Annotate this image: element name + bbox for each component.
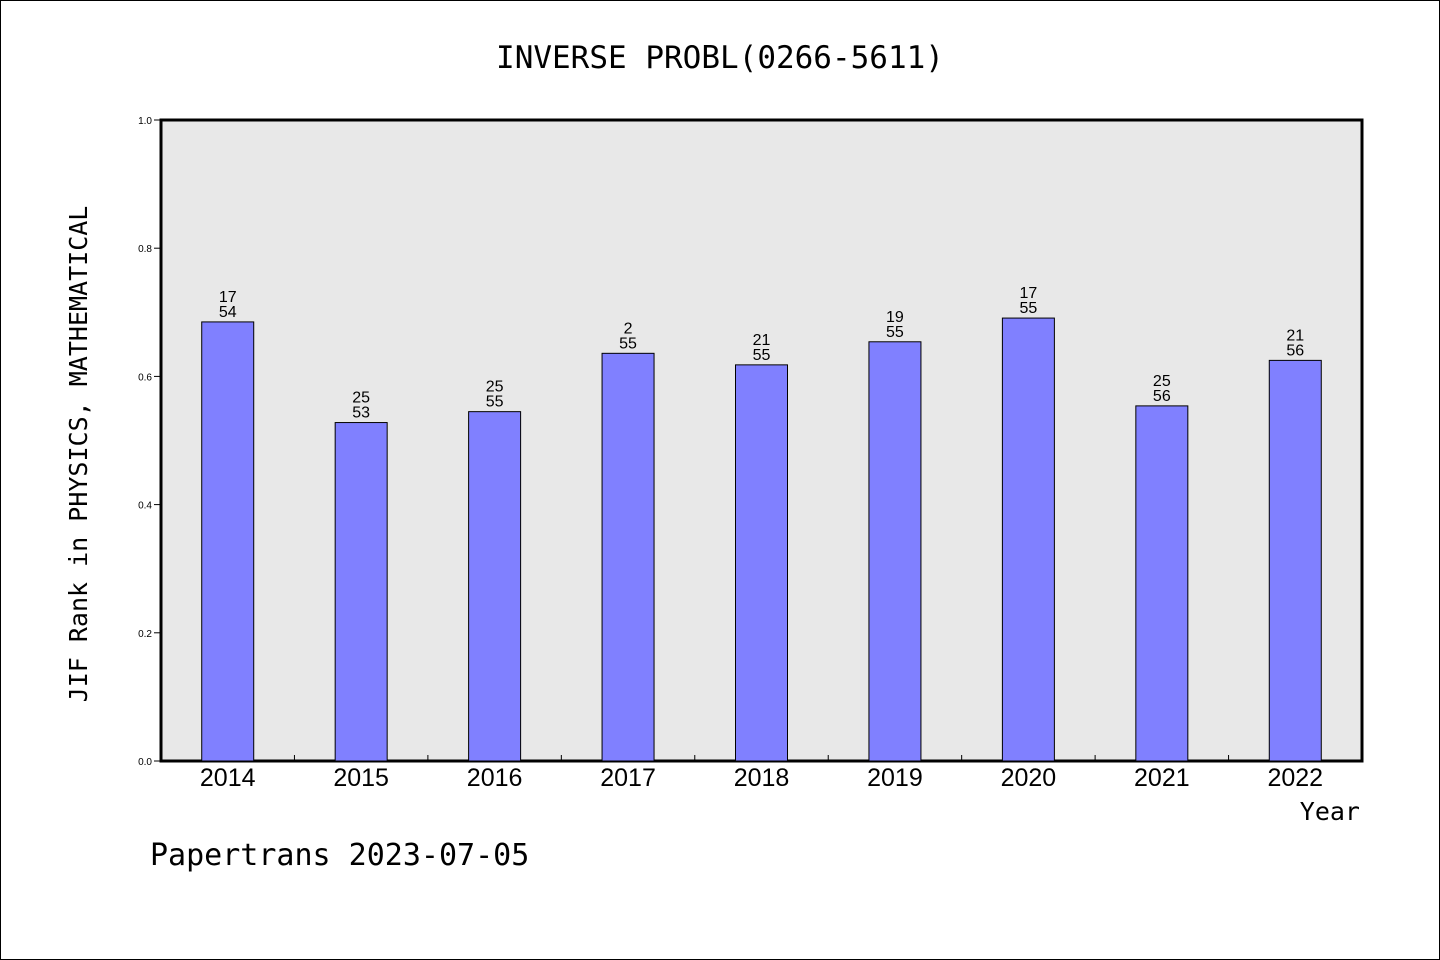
rank-label: 21 [753, 332, 771, 349]
total-label: 54 [219, 304, 237, 321]
x-tick-label: 2016 [467, 764, 523, 792]
x-tick-label: 2021 [1134, 764, 1190, 792]
rank-label: 21 [1286, 327, 1304, 344]
y-axis: 0.0 0.2 0.4 0.6 0.8 1.0 [138, 116, 161, 768]
bars-group [201, 317, 1322, 762]
bar-2015 [334, 422, 388, 762]
y-tick-label: 0.6 [138, 372, 152, 383]
y-tick-label: 0.8 [138, 244, 152, 255]
chart-title: INVERSE PROBL(0266-5611) [496, 40, 944, 76]
total-label: 55 [486, 394, 504, 411]
rank-label: 25 [352, 390, 370, 407]
bar-2020 [1001, 317, 1055, 762]
bar-2021 [1135, 405, 1189, 762]
x-axis-label: Year [1300, 797, 1360, 826]
x-tick-label: 2014 [200, 764, 256, 792]
y-tick-label: 1.0 [138, 116, 152, 127]
total-label: 55 [753, 347, 771, 364]
rank-label: 25 [1153, 373, 1171, 390]
bar-2016 [468, 411, 522, 762]
x-tick-label: 2017 [600, 764, 656, 792]
total-label: 55 [619, 335, 637, 352]
total-label: 55 [886, 324, 904, 341]
x-axis: 2014 2015 2016 2017 2018 2019 2020 2021 2022 [200, 755, 1323, 792]
bar-2019 [868, 341, 922, 762]
y-tick-label: 0.2 [138, 629, 152, 640]
total-label: 56 [1153, 388, 1171, 405]
y-tick-label: 0.0 [138, 757, 152, 768]
y-axis-label: JIF Rank in PHYSICS, MATHEMATICAL [64, 206, 93, 703]
x-tick-label: 2022 [1267, 764, 1323, 792]
bar-2022 [1268, 359, 1322, 762]
rank-label: 2 [624, 320, 633, 337]
rank-label: 25 [486, 379, 504, 396]
total-label: 53 [352, 405, 370, 422]
bar-2017 [601, 352, 655, 762]
bar-2014 [201, 321, 255, 762]
total-label: 56 [1286, 342, 1304, 359]
rank-label: 19 [886, 309, 904, 326]
rank-label: 17 [219, 289, 237, 306]
x-tick-label: 2020 [1001, 764, 1057, 792]
x-tick-label: 2015 [333, 764, 389, 792]
x-tick-label: 2018 [734, 764, 790, 792]
x-tick-label: 2019 [867, 764, 923, 792]
bar-2018 [735, 364, 788, 762]
y-tick-label: 0.4 [138, 501, 152, 512]
total-label: 55 [1019, 300, 1037, 317]
rank-label: 17 [1019, 285, 1037, 302]
footer-text: Papertrans 2023-07-05 [150, 838, 529, 873]
